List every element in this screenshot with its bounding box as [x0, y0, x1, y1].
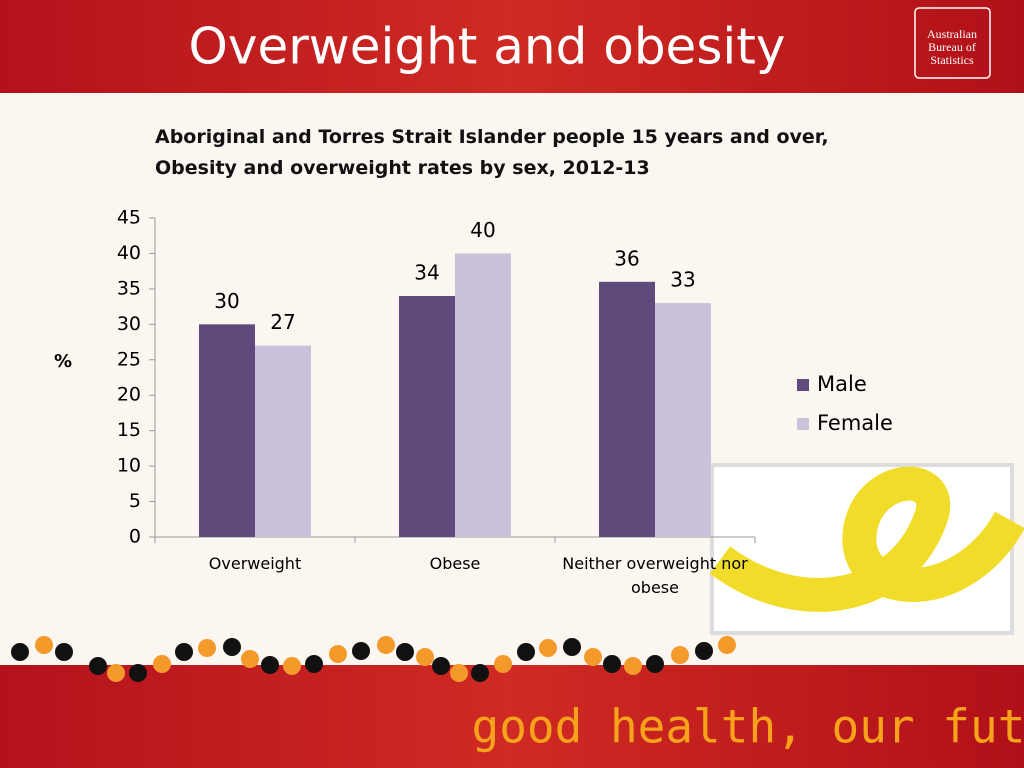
header-band	[0, 0, 1024, 93]
decor-dot	[11, 643, 29, 661]
decor-dot	[603, 655, 621, 673]
decor-dot	[671, 646, 689, 664]
legend-swatch	[797, 379, 809, 391]
y-tick-label: 45	[117, 207, 141, 229]
decor-dot	[223, 638, 241, 656]
decor-dot	[450, 664, 468, 682]
decor-dot	[198, 639, 216, 657]
decor-dot	[329, 645, 347, 663]
bar	[599, 281, 655, 537]
y-tick-label: 35	[117, 277, 141, 299]
decor-dot	[539, 639, 557, 657]
data-label: 33	[670, 268, 695, 292]
decor-dot	[624, 657, 642, 675]
y-tick-label: 40	[117, 242, 141, 264]
bar	[199, 324, 255, 537]
data-label: 34	[414, 260, 439, 284]
slogan: good health, our future	[472, 700, 1024, 754]
decor-dot	[153, 655, 171, 673]
decor-dot	[241, 650, 259, 668]
y-tick-label: 30	[117, 313, 141, 335]
decor-dot	[35, 636, 53, 654]
decor-dot	[283, 657, 301, 675]
legend-label: Female	[817, 411, 893, 435]
y-tick-label: 25	[117, 348, 141, 370]
bar	[399, 295, 455, 537]
decor-dot	[107, 664, 125, 682]
decor-dot	[261, 656, 279, 674]
chart-title: Aboriginal and Torres Strait Islander pe…	[155, 126, 829, 179]
y-tick-label: 0	[129, 526, 141, 548]
decor-dot	[494, 655, 512, 673]
decor-dot	[396, 643, 414, 661]
y-tick-label: 5	[129, 490, 141, 512]
y-tick-label: 10	[117, 455, 141, 477]
decor-dot	[432, 657, 450, 675]
legend-swatch	[797, 418, 809, 430]
bar	[255, 345, 311, 537]
data-label: 30	[214, 289, 239, 313]
decor-dot	[377, 636, 395, 654]
x-tick-label: Neither overweight nor obese	[562, 554, 748, 597]
data-label: 40	[470, 218, 495, 242]
logo-frame	[914, 7, 991, 79]
decor-dot	[471, 664, 489, 682]
data-label: 27	[270, 310, 295, 334]
decor-dot	[352, 642, 370, 660]
decor-dot	[517, 643, 535, 661]
tape-measure	[709, 466, 1024, 612]
y-axis-label: %	[54, 351, 72, 372]
y-tick-label: 15	[117, 419, 141, 441]
data-label: 36	[614, 246, 639, 270]
legend-label: Male	[817, 372, 867, 396]
footer-band	[0, 665, 1024, 768]
decor-dot	[89, 657, 107, 675]
decor-dot	[646, 655, 664, 673]
photo	[709, 463, 1024, 635]
decor-dot	[175, 643, 193, 661]
x-tick-label: Overweight	[208, 554, 302, 573]
y-tick-label: 20	[117, 384, 141, 406]
decor-dot	[695, 642, 713, 660]
bar	[655, 303, 711, 537]
logo-text: Statistics	[930, 53, 974, 67]
bar	[455, 253, 511, 537]
logo-text: Australian	[927, 27, 977, 41]
decor-dot	[416, 648, 434, 666]
slide-title: Overweight and obesity	[189, 18, 786, 76]
decor-dot	[305, 655, 323, 673]
decor-dot	[55, 643, 73, 661]
decor-dot	[563, 638, 581, 656]
x-tick-label: Obese	[429, 554, 481, 573]
decor-dot	[718, 636, 736, 654]
decor-dot	[129, 664, 147, 682]
logo-text: Bureau of	[928, 40, 976, 54]
decor-dot	[584, 648, 602, 666]
